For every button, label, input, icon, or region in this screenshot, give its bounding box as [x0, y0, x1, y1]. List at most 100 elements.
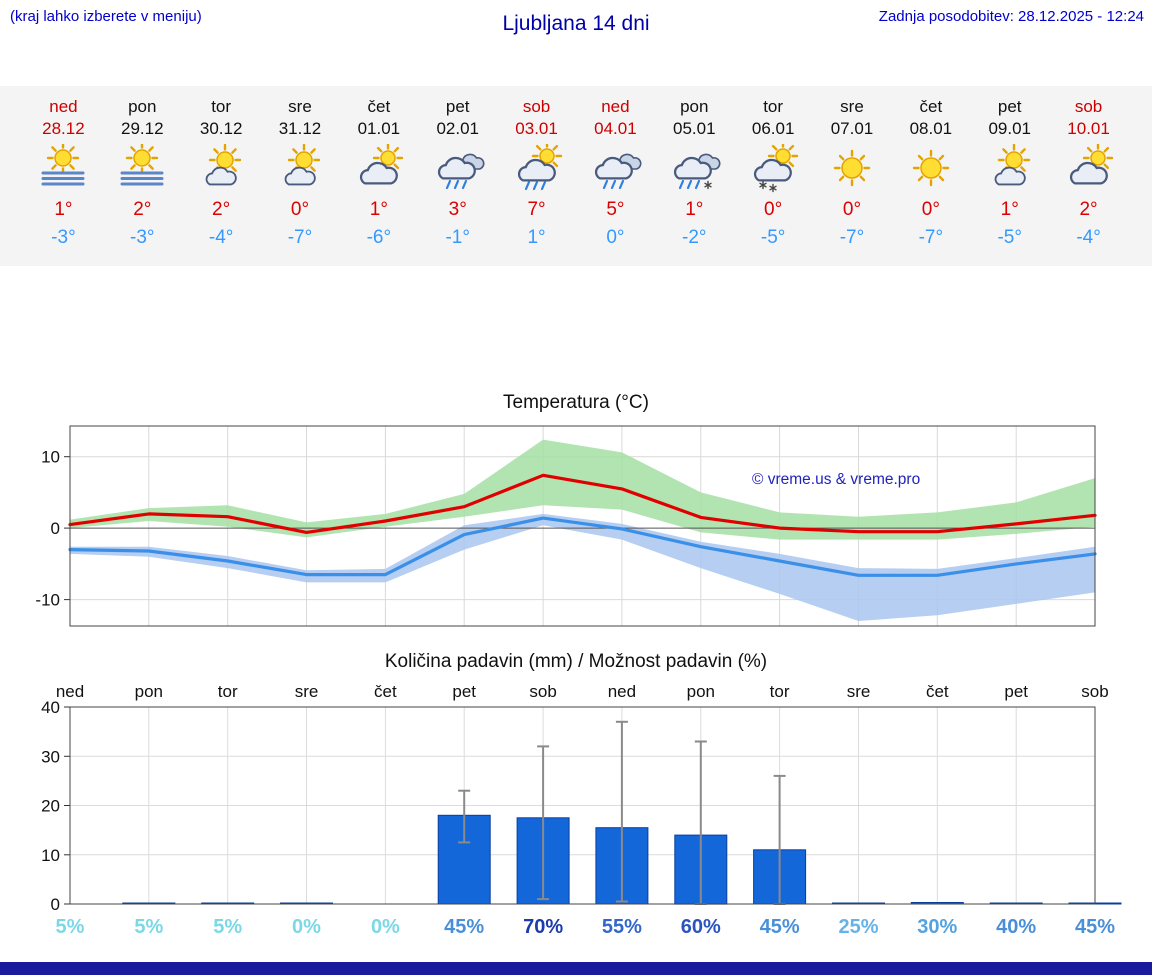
- precip-probability: 0%: [371, 916, 400, 938]
- tmax-value: 0°: [290, 199, 310, 220]
- day-date: 29.12: [121, 119, 164, 138]
- precip-probability: 45%: [444, 916, 484, 938]
- weather-icon-sun: [891, 142, 970, 196]
- tmin-value: -3°: [51, 227, 76, 248]
- day-date: 31.12: [278, 119, 322, 138]
- tmax-value: 0°: [921, 199, 940, 220]
- tmax-value: 5°: [606, 199, 625, 220]
- forecast-day: pet 02.01 3° -1°: [418, 96, 497, 252]
- chart-day-label: čet: [374, 682, 397, 701]
- day-name: tor: [763, 97, 784, 116]
- chart-day-label: sob: [1081, 682, 1108, 701]
- precip-whisker: [615, 720, 628, 903]
- day-name: pon: [680, 97, 709, 116]
- chart-day-label: sre: [295, 682, 319, 701]
- day-date: 10.01: [1067, 119, 1110, 138]
- precip-probability: 55%: [602, 916, 642, 938]
- chart-day-label: sre: [847, 682, 871, 701]
- tmax-value: 7°: [527, 199, 546, 220]
- precip-probability: 5%: [56, 916, 85, 938]
- forecast-day: pet 09.01 1° -5°: [970, 96, 1049, 252]
- day-name: ned: [49, 97, 78, 116]
- y-tick-label: 0: [51, 895, 60, 914]
- precip-whisker: [458, 789, 471, 844]
- precip-probability: 5%: [134, 916, 163, 938]
- forecast-day: tor 06.01 0° -5°: [734, 96, 813, 252]
- watermark: © vreme.us & vreme.pro: [752, 471, 920, 488]
- day-date: 05.01: [673, 119, 716, 138]
- chart-day-label: sob: [529, 682, 556, 701]
- day-date: 07.01: [830, 119, 874, 138]
- forecast-day: sre 07.01 0° -7°: [813, 96, 892, 252]
- precip-probability: 45%: [760, 916, 800, 938]
- precip-probability: 30%: [917, 916, 957, 938]
- min-temp-line: [68, 516, 1097, 577]
- y-tick-label: 10: [41, 448, 60, 467]
- day-name: pet: [445, 97, 470, 116]
- y-tick-label: 40: [41, 698, 60, 717]
- chart-day-label: pet: [1004, 682, 1028, 701]
- day-date: 01.01: [357, 119, 401, 138]
- tmin-value: -7°: [918, 227, 944, 248]
- weather-icon-partly-cloudy: [182, 142, 261, 196]
- day-name: sob: [1074, 97, 1103, 116]
- tmin-value: 0°: [606, 227, 625, 248]
- day-date: 02.01: [436, 119, 479, 138]
- day-name: tor: [211, 97, 232, 116]
- tmin-value: -7°: [839, 227, 865, 248]
- max-temp-line: [68, 473, 1097, 535]
- chart-day-label: pet: [452, 682, 476, 701]
- location-menu-note: (kraj lahko izberete v meniju): [10, 8, 202, 25]
- precipitation-chart-block: Količina padavin (mm) / Možnost padavin …: [0, 651, 1152, 939]
- tmax-value: 2°: [212, 199, 231, 220]
- tmax-value: 2°: [133, 199, 152, 220]
- y-tick-label: 30: [41, 747, 60, 766]
- day-name: pon: [128, 97, 157, 116]
- last-update-label: Zadnja posodobitev: 28.12.2025 - 12:24: [878, 8, 1144, 25]
- page-header: (kraj lahko izberete v meniju) Ljubljana…: [0, 0, 1152, 46]
- weather-icon-cloud-sun: [1049, 142, 1128, 196]
- temperature-chart-title: Temperatura (°C): [503, 392, 649, 413]
- forecast-day: sob 03.01 7° 1°: [497, 96, 576, 252]
- weather-icon-snow-sun: [734, 142, 813, 196]
- weather-icon-partly-cloudy: [970, 142, 1049, 196]
- tmin-value: -7°: [287, 227, 313, 248]
- day-date: 09.01: [988, 119, 1031, 138]
- chart-day-label: ned: [608, 682, 636, 701]
- tmin-value: -5°: [997, 227, 1022, 248]
- tmax-value: 1°: [54, 199, 73, 220]
- forecast-day: ned 28.12 1° -3°: [24, 96, 103, 252]
- chart-day-label: pon: [687, 682, 715, 701]
- weather-icon-partly-cloudy: [261, 142, 340, 196]
- y-tick-label: 10: [41, 846, 60, 865]
- weather-icon-cloud-sun: [339, 142, 418, 196]
- weather-icon-sun-fog: [24, 142, 103, 196]
- tmax-value: 0°: [764, 199, 783, 220]
- y-tick-label: 0: [51, 519, 60, 538]
- forecast-day: sob 10.01 2° -4°: [1049, 96, 1128, 252]
- tmin-value: -4°: [208, 227, 234, 248]
- weather-icon-sun-fog: [103, 142, 182, 196]
- weather-icon-rain-sun: [497, 142, 576, 196]
- tmax-value: 1°: [369, 199, 388, 220]
- day-date: 04.01: [594, 119, 637, 138]
- chart-day-label: pon: [135, 682, 163, 701]
- tmax-value: 0°: [842, 199, 862, 220]
- max-temp-range-band: [70, 439, 1095, 540]
- precip-probability: 40%: [996, 916, 1036, 938]
- y-tick-label: -10: [35, 591, 60, 610]
- tmin-value: -3°: [130, 227, 155, 248]
- tmin-value: -5°: [760, 227, 786, 248]
- temperature-chart: -10 0 10 © vreme.us & vreme.pro: [0, 418, 1152, 633]
- y-tick-label: 20: [41, 797, 60, 816]
- forecast-day: pon 05.01 1° -2°: [655, 96, 734, 252]
- precipitation-chart: ned pon tor sre čet pet sob ned pon tor sre čet pet s…: [0, 677, 1152, 939]
- forecast-day: pon 29.12 2° -3°: [103, 96, 182, 252]
- forecast-day: sre 31.12 0° -7°: [261, 96, 340, 252]
- precip-probability: 45%: [1075, 916, 1115, 938]
- tmin-value: -1°: [445, 227, 470, 248]
- chart-day-label: čet: [926, 682, 949, 701]
- forecast-day: čet 08.01 0° -7°: [891, 96, 970, 252]
- precip-probability: 60%: [681, 916, 721, 938]
- temperature-chart-block: Temperatura (°C) -10 0 10 © vreme.us & vrem…: [0, 392, 1152, 633]
